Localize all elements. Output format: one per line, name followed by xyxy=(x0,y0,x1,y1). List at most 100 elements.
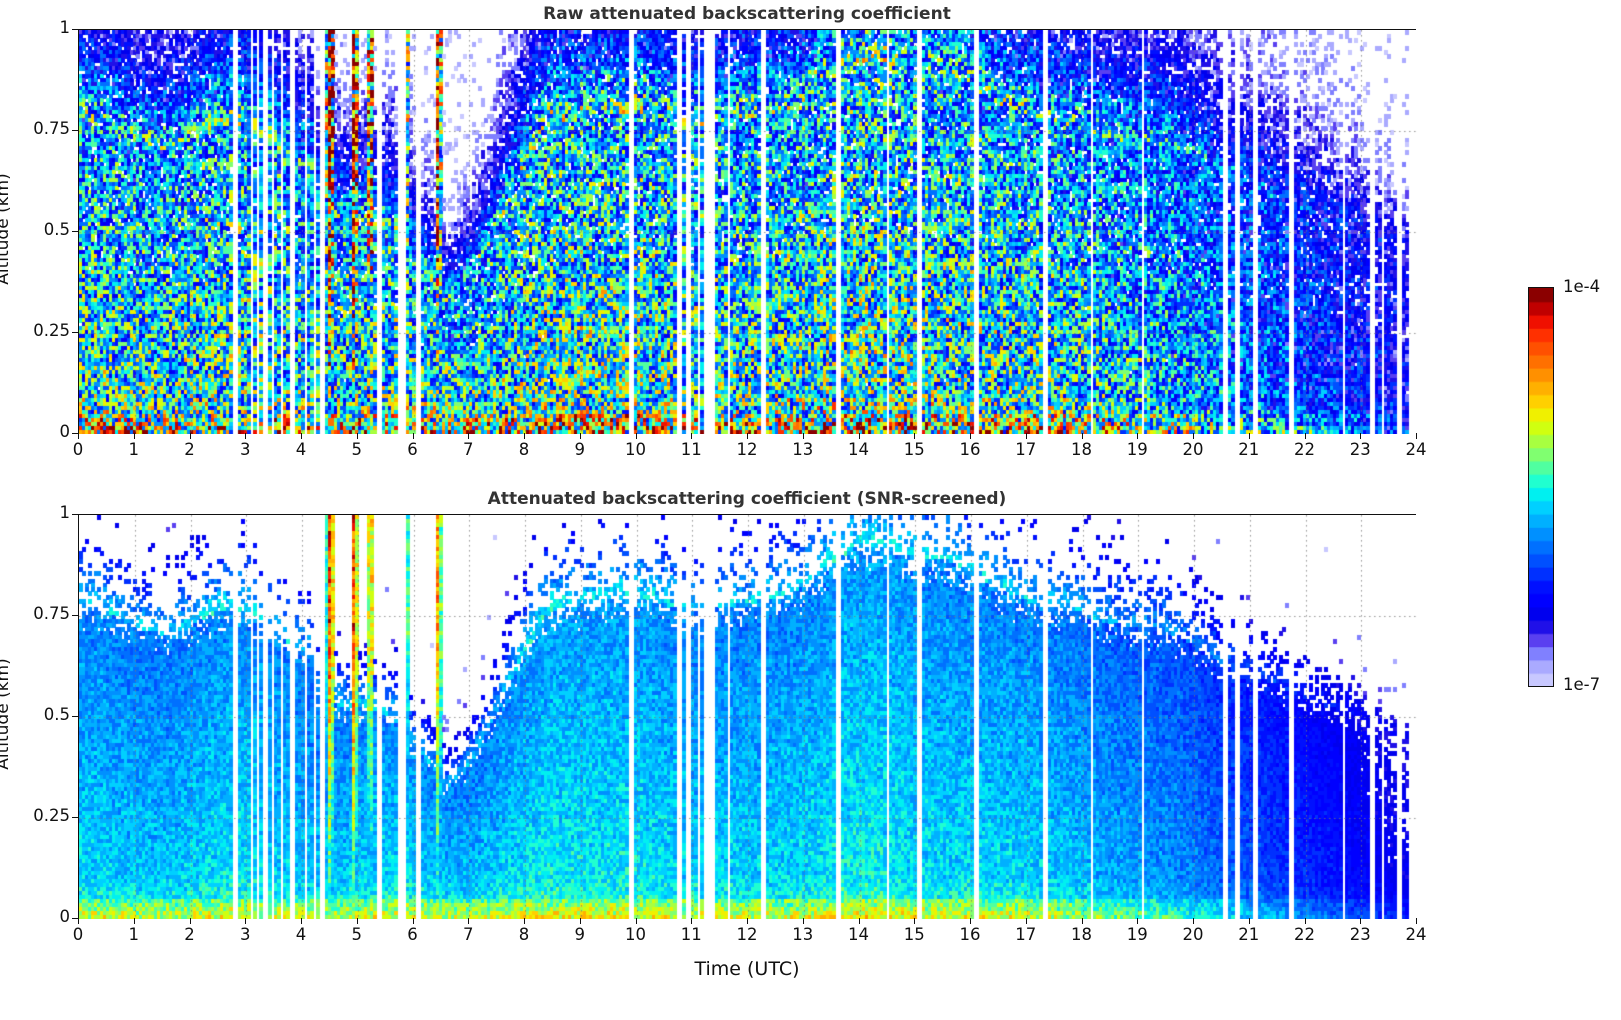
x-tickmark xyxy=(357,433,359,439)
panel-2-title: Attenuated backscattering coefficient (S… xyxy=(487,489,1007,509)
panel-2-x-tick-label: 2 xyxy=(184,925,195,944)
x-tickmark xyxy=(1249,918,1251,924)
x-tickmark xyxy=(1360,918,1362,924)
panel-2-x-tick-label: 8 xyxy=(518,925,530,944)
x-tickmark xyxy=(859,433,861,439)
x-tickmark xyxy=(747,433,749,439)
panel-1-y-tick-label: 0 xyxy=(59,422,71,441)
y-tickmark xyxy=(72,332,78,334)
x-tickmark xyxy=(859,918,861,924)
x-tickmark xyxy=(245,433,247,439)
panel-2-x-tick-label: 14 xyxy=(848,925,869,944)
panel-1-x-tick-label: 17 xyxy=(1015,440,1037,459)
x-tickmark xyxy=(134,433,136,439)
panel-1-x-tick-label: 19 xyxy=(1126,440,1148,459)
panel-2-y-tick-label: 0.5 xyxy=(43,705,70,724)
colorbar xyxy=(1528,287,1554,687)
panel-2-x-tick-label: 17 xyxy=(1015,925,1037,944)
panel-2-x-tick-label: 1 xyxy=(128,925,140,944)
panel-1-x-tick-label: 20 xyxy=(1182,440,1204,459)
y-tickmark xyxy=(72,918,78,920)
x-tickmark xyxy=(245,918,247,924)
panel-1-y-tick-label: 0.25 xyxy=(33,321,70,340)
x-tickmark xyxy=(1193,433,1195,439)
panel-1-title: Raw attenuated backscattering coefficien… xyxy=(543,4,951,24)
y-tickmark xyxy=(72,130,78,132)
x-tickmark xyxy=(970,918,972,924)
panel-1-x-tick-label: 1 xyxy=(128,440,140,459)
panel-2-x-tick-label: 6 xyxy=(407,925,418,944)
x-tickmark xyxy=(1249,433,1251,439)
panel-1-x-tick-label: 5 xyxy=(351,440,363,459)
panel-1-plot-area xyxy=(78,29,1417,434)
x-tickmark xyxy=(468,918,470,924)
panel-1-x-tick-label: 0 xyxy=(72,440,84,459)
y-tickmark xyxy=(72,615,78,617)
y-tickmark xyxy=(72,433,78,435)
x-tickmark xyxy=(1082,918,1084,924)
panel-2-y-tick-label: 0 xyxy=(59,907,71,926)
panel-1-x-tick-label: 4 xyxy=(295,440,307,459)
panel-1-y-tick-label: 0.5 xyxy=(43,220,70,239)
panel-2-x-tick-label: 9 xyxy=(574,925,586,944)
x-tickmark xyxy=(1305,918,1307,924)
panel-1-y-tick-label: 0.75 xyxy=(33,119,70,138)
x-tickmark xyxy=(580,433,582,439)
panel-2-x-tick-label: 13 xyxy=(792,925,814,944)
y-tickmark xyxy=(72,817,78,819)
x-tickmark xyxy=(413,433,415,439)
panel-2-x-tick-label: 10 xyxy=(625,925,646,944)
panel-2-x-tick-label: 4 xyxy=(295,925,307,944)
panel-2-y-tick-label: 1 xyxy=(59,503,71,522)
x-tickmark xyxy=(970,433,972,439)
x-tickmark xyxy=(524,433,526,439)
x-tickmark xyxy=(78,918,80,924)
x-tickmark xyxy=(1193,918,1195,924)
panel-1-x-tick-label: 2 xyxy=(184,440,195,459)
x-tickmark xyxy=(301,918,303,924)
panel-1-x-tick-label: 23 xyxy=(1349,440,1371,459)
x-tickmark xyxy=(524,918,526,924)
x-tickmark xyxy=(747,918,749,924)
panel-2-x-tick-label: 7 xyxy=(463,925,474,944)
panel-2-x-tick-label: 0 xyxy=(72,925,84,944)
x-tickmark xyxy=(636,918,638,924)
x-tickmark xyxy=(914,433,916,439)
x-tickmark xyxy=(190,918,192,924)
x-tickmark xyxy=(1360,433,1362,439)
x-tickmark xyxy=(1026,918,1028,924)
x-tickmark xyxy=(636,433,638,439)
panel-1-x-tick-label: 9 xyxy=(574,440,586,459)
panel-2-x-tick-label: 19 xyxy=(1126,925,1148,944)
x-axis-label: Time (UTC) xyxy=(694,958,800,980)
x-tickmark xyxy=(190,433,192,439)
panel-1-x-tick-label: 10 xyxy=(625,440,646,459)
colorbar-max-label: 1e-4 xyxy=(1563,277,1601,296)
x-tickmark xyxy=(78,433,80,439)
x-tickmark xyxy=(691,918,693,924)
panel-1-x-tick-label: 18 xyxy=(1071,440,1092,459)
x-tickmark xyxy=(1082,433,1084,439)
panel-1-y-tick-label: 1 xyxy=(59,18,71,37)
panel-1-x-tick-label: 14 xyxy=(848,440,869,459)
panel-2-x-tick-label: 23 xyxy=(1349,925,1371,944)
panel-2-x-tick-label: 16 xyxy=(959,925,981,944)
x-tickmark xyxy=(1416,918,1418,924)
panel-2-x-tick-label: 22 xyxy=(1294,925,1315,944)
y-tickmark xyxy=(72,231,78,233)
x-tickmark xyxy=(1416,433,1418,439)
panel-1-x-tick-label: 12 xyxy=(736,440,758,459)
panel-1-x-tick-label: 24 xyxy=(1405,440,1427,459)
y-tickmark xyxy=(72,716,78,718)
x-tickmark xyxy=(301,433,303,439)
panel-2-x-tick-label: 18 xyxy=(1071,925,1092,944)
x-tickmark xyxy=(691,433,693,439)
panel-2-y-tick-label: 0.25 xyxy=(33,806,70,825)
x-tickmark xyxy=(1137,433,1139,439)
panel-1-x-tick-label: 22 xyxy=(1294,440,1315,459)
x-tickmark xyxy=(1137,918,1139,924)
y-tickmark xyxy=(72,29,78,31)
panel-1-x-tick-label: 7 xyxy=(463,440,474,459)
panel-2-x-tick-label: 20 xyxy=(1182,925,1204,944)
